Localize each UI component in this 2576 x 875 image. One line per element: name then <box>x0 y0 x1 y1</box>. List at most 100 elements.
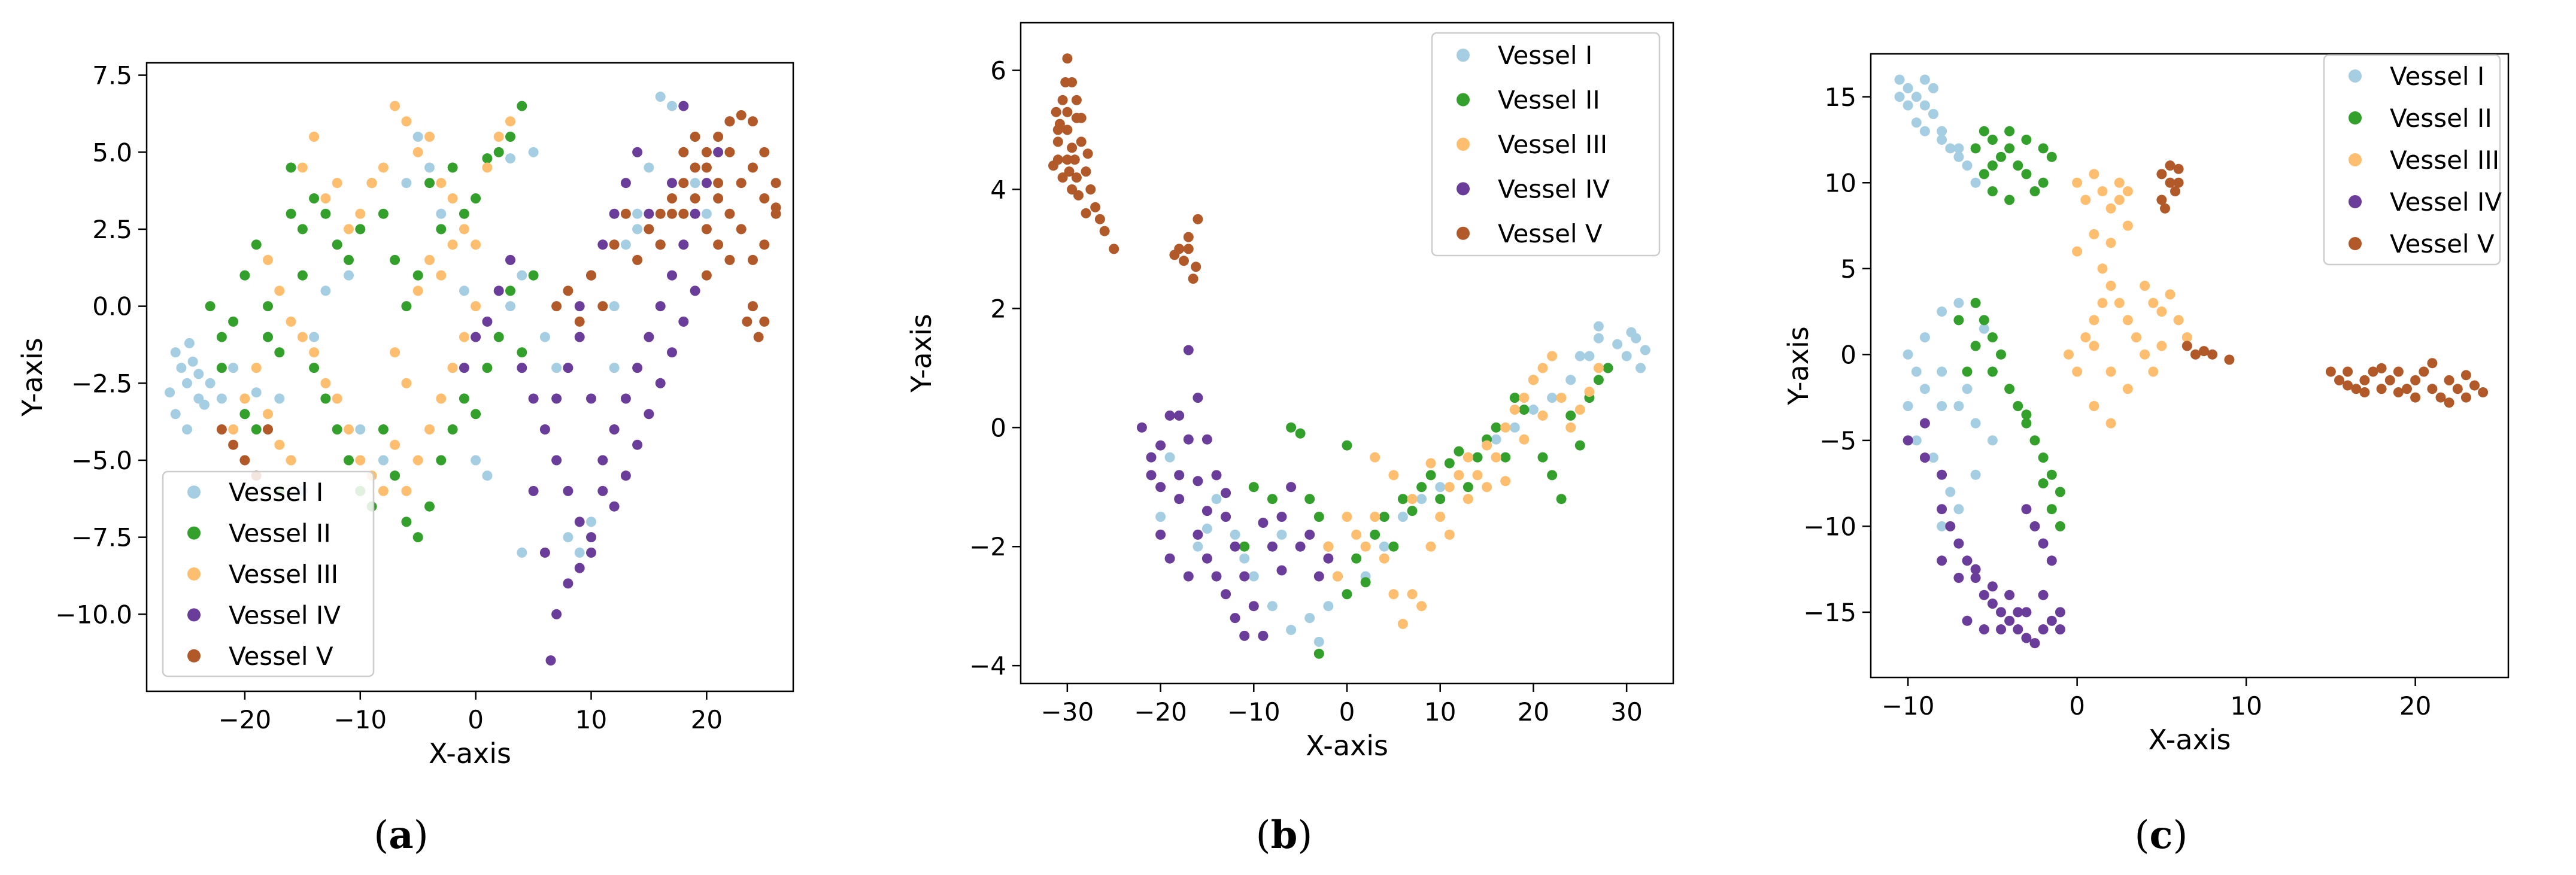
point-vessel-v <box>1183 232 1194 242</box>
point-vessel-v <box>678 208 689 219</box>
point-vessel-ii <box>1996 151 2006 162</box>
point-vessel-iv <box>539 424 550 435</box>
point-vessel-ii <box>401 301 412 312</box>
point-vessel-iii <box>2105 238 2116 248</box>
point-vessel-v <box>1071 95 1082 105</box>
point-vessel-iii <box>286 455 296 466</box>
point-vessel-iii <box>1342 512 1352 522</box>
point-vessel-i <box>1953 401 1964 411</box>
point-vessel-i <box>1621 351 1632 361</box>
point-vessel-i <box>1919 384 1930 394</box>
x-tick-label: −10 <box>1227 697 1281 727</box>
legend-label: Vessel III <box>2390 145 2499 175</box>
point-vessel-v <box>690 132 700 142</box>
x-axis-label: X-axis <box>429 737 511 770</box>
point-vessel-ii <box>2021 135 2032 145</box>
point-vessel-ii <box>1360 577 1371 588</box>
point-vessel-iii <box>1472 470 1483 481</box>
point-vessel-iii <box>309 132 320 142</box>
point-vessel-i <box>1155 512 1166 522</box>
point-vessel-ii <box>459 208 469 219</box>
point-vessel-iv <box>1987 598 1998 609</box>
point-vessel-v <box>2478 387 2489 397</box>
point-vessel-v <box>736 110 747 120</box>
point-vessel-iii <box>1407 589 1418 600</box>
point-vessel-v <box>759 316 770 327</box>
point-vessel-iv <box>1276 565 1287 576</box>
point-vessel-iii <box>1584 387 1595 397</box>
point-vessel-ii <box>1248 482 1259 493</box>
point-vessel-i <box>1937 306 1947 317</box>
point-vessel-iii <box>2131 332 2141 343</box>
point-vessel-ii <box>1537 452 1548 463</box>
point-vessel-iii <box>505 116 515 127</box>
point-vessel-ii <box>471 409 481 420</box>
point-vessel-ii <box>309 363 320 373</box>
point-vessel-v <box>2402 384 2412 394</box>
point-vessel-ii <box>1463 482 1473 493</box>
point-vessel-v <box>759 147 770 157</box>
point-vessel-iv <box>1970 564 1981 575</box>
legend-marker <box>1457 138 1470 151</box>
point-vessel-i <box>1970 418 1981 429</box>
point-vessel-i <box>1211 494 1222 505</box>
point-vessel-iii <box>2148 366 2159 377</box>
point-vessel-iii <box>1379 553 1389 564</box>
point-vessel-ii <box>1304 494 1315 505</box>
point-vessel-ii <box>1556 494 1567 505</box>
y-tick-label: 6 <box>990 56 1006 86</box>
point-vessel-v <box>655 208 666 219</box>
point-vessel-iii <box>2080 195 2091 205</box>
point-vessel-iv <box>1230 613 1240 624</box>
point-vessel-iii <box>344 224 354 235</box>
point-vessel-ii <box>1444 458 1455 469</box>
point-vessel-iii <box>1500 476 1511 487</box>
point-vessel-v <box>2190 349 2201 360</box>
point-vessel-ii <box>493 147 504 157</box>
x-tick-label: 20 <box>2399 691 2431 721</box>
point-vessel-iv <box>713 147 724 157</box>
point-vessel-iv <box>678 101 689 111</box>
point-vessel-i <box>1945 487 1956 497</box>
point-vessel-ii <box>1565 410 1576 421</box>
point-vessel-iii <box>2072 177 2083 188</box>
point-vessel-iv <box>1248 601 1259 612</box>
legend-box <box>2323 54 2501 266</box>
y-tick-label: 15 <box>1825 83 1856 112</box>
point-vessel-v <box>1071 172 1082 183</box>
point-vessel-iii <box>447 193 458 203</box>
point-vessel-i <box>1937 521 1947 531</box>
point-vessel-i <box>184 338 195 348</box>
point-vessel-ii <box>274 347 285 358</box>
point-vessel-i <box>1636 363 1646 373</box>
point-vessel-iii <box>412 455 423 466</box>
point-vessel-v <box>724 147 735 157</box>
point-vessel-ii <box>286 162 296 173</box>
point-vessel-v <box>2173 177 2184 188</box>
point-vessel-ii <box>412 270 423 281</box>
point-vessel-iii <box>1463 494 1473 505</box>
scatter-panel-c: −10 0 10 20 −15 −10 −5 0 5 10 15 X-axis Y-axis Vessel… <box>1782 53 2510 756</box>
point-vessel-iv <box>1258 630 1269 641</box>
point-vessel-ii <box>1295 428 1306 439</box>
point-vessel-iv <box>1201 434 1212 445</box>
point-vessel-i <box>1547 393 1558 403</box>
point-vessel-v <box>1052 136 1063 147</box>
point-vessel-i <box>1979 323 1989 334</box>
point-vessel-iii <box>1519 393 1530 403</box>
point-vessel-i <box>1379 541 1389 552</box>
x-tick-label: 0 <box>468 705 484 734</box>
point-vessel-i <box>412 132 423 142</box>
point-vessel-v <box>2170 186 2180 197</box>
point-vessel-i <box>1612 339 1623 350</box>
point-vessel-iii <box>2072 366 2083 377</box>
point-vessel-iv <box>632 439 643 450</box>
x-axis-label: X-axis <box>2149 724 2231 756</box>
point-vessel-iii <box>1454 470 1464 481</box>
point-vessel-iv <box>505 254 515 265</box>
point-vessel-ii <box>239 409 250 420</box>
point-vessel-ii <box>1962 366 1973 377</box>
point-vessel-ii <box>1313 648 1324 659</box>
point-vessel-i <box>1911 366 1922 377</box>
